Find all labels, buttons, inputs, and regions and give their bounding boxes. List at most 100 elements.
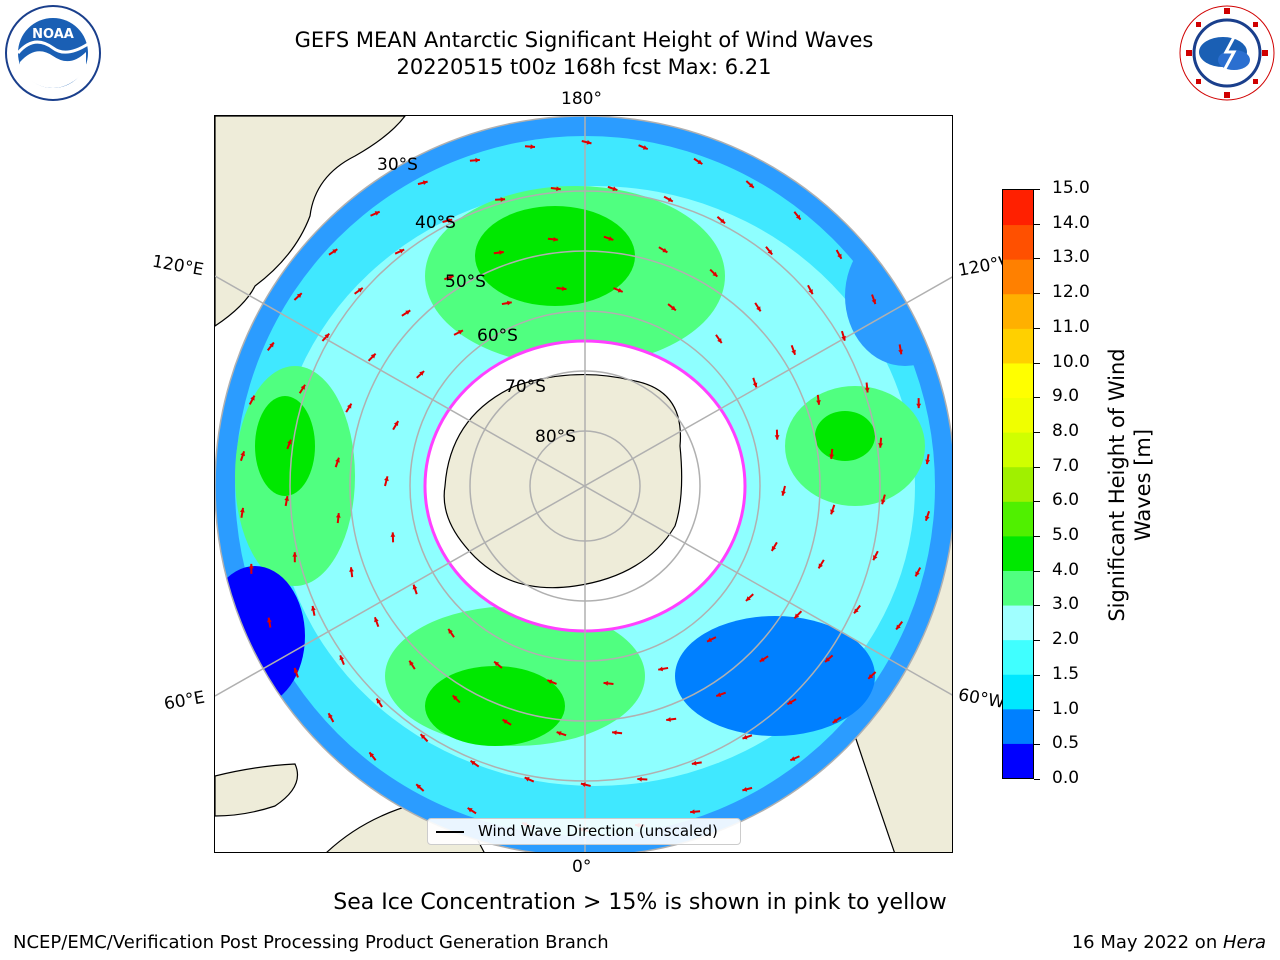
wave-arrow-head	[284, 496, 290, 501]
footer-org: NCEP/EMC/Verification Post Processing Pr…	[13, 932, 609, 953]
wave-arrow-head	[612, 730, 617, 736]
wave-arrow-head	[898, 349, 903, 355]
colorbar-tick-label: 1.0	[1052, 698, 1080, 719]
wave-arrow-head	[420, 734, 426, 740]
wave-arrow-head	[854, 608, 859, 614]
colorbar-tick-label: 13.0	[1052, 247, 1090, 268]
lat-label-50s: 50°S	[445, 272, 486, 292]
wave-arrow-head	[447, 218, 453, 223]
wave-arrow-head	[524, 777, 530, 782]
wave-arrow-head	[752, 382, 758, 388]
wave-arrow-head	[791, 349, 796, 355]
wave-arrow-head	[716, 692, 722, 697]
wave-arrow-head	[296, 293, 302, 298]
wave-arrow-head	[239, 507, 245, 513]
colorbar-tick-label: 5.0	[1052, 525, 1080, 546]
colorbar-tick-label: 11.0	[1052, 316, 1090, 337]
lon-label-60e: 60°E	[162, 687, 207, 715]
wave-arrow-head	[756, 306, 761, 312]
wave-arrow-head	[335, 513, 341, 518]
colorbar-tick-mark	[1034, 501, 1040, 503]
wave-arrow-head	[717, 338, 722, 344]
wave-arrow-head	[357, 287, 363, 293]
wave-arrow-head	[707, 637, 713, 642]
chart-subtitle: 20220515 t00z 168h fcst Max: 6.21	[396, 55, 772, 79]
colorbar-segment	[1003, 293, 1033, 329]
wave-arrow-head	[374, 617, 379, 623]
wave-arrow-head	[748, 183, 754, 188]
wave-arrow-head	[617, 287, 623, 293]
colorbar-tick-label: 1.5	[1052, 663, 1080, 684]
colorbar-tick-mark	[1034, 293, 1040, 295]
wave-arrow-head	[916, 403, 922, 409]
wave-arrow-head	[412, 584, 418, 590]
wave-arrow-head	[553, 236, 558, 242]
wave-arrow-head	[881, 499, 886, 505]
wave-arrow-head	[332, 249, 338, 254]
colorbar-tick-label: 4.0	[1052, 559, 1080, 580]
wave-arrow-head	[376, 698, 382, 704]
map-legend: Wind Wave Direction (unscaled)	[427, 818, 741, 845]
wave-arrow-head	[349, 567, 354, 572]
lon-label-180: 180°	[561, 89, 602, 109]
lon-label-0: 0°	[572, 857, 592, 877]
wave-arrow-head	[370, 353, 376, 359]
antarctica	[443, 373, 683, 589]
wave-arrow-head	[399, 249, 405, 254]
wave-arrow-head	[369, 752, 375, 758]
colorbar-tick-label: 9.0	[1052, 386, 1080, 407]
colorbar-tick-label: 7.0	[1052, 455, 1080, 476]
colorbar-tick-label: 14.0	[1052, 212, 1090, 233]
wave-arrow-head	[311, 605, 316, 611]
colorbar-segment	[1003, 466, 1033, 502]
wave-arrow-head	[818, 563, 823, 569]
wave-arrow-head	[267, 617, 272, 623]
wave-arrow-head	[790, 756, 796, 761]
wave-arrow-head	[287, 439, 292, 445]
wave-arrow-head	[841, 335, 846, 341]
colorbar-tick-label: 10.0	[1052, 351, 1090, 372]
wave-arrow-head	[712, 271, 718, 277]
wave-arrow-head	[697, 159, 703, 165]
colorbar	[1002, 189, 1034, 779]
colorbar-tick-mark	[1034, 570, 1040, 572]
map-panel: 30°S 40°S 50°S 60°S 70°S 80°S	[214, 115, 953, 853]
wave-arrow-head	[467, 807, 473, 813]
wave-arrow-head	[816, 400, 821, 405]
lon-label-120e: 120°E	[150, 251, 206, 281]
wave-arrow-head	[457, 330, 463, 335]
colorbar-tick-mark	[1034, 258, 1040, 260]
wave-arrow-head	[448, 628, 453, 634]
colorbar-tick-mark	[1034, 327, 1040, 329]
colorbar-tick-label: 8.0	[1052, 420, 1080, 441]
wave-arrow-head	[603, 680, 609, 686]
wave-arrow-head	[293, 667, 299, 673]
wave-arrow-head	[667, 197, 673, 202]
wave-arrow-head	[470, 760, 476, 766]
wave-arrow-head	[915, 571, 920, 577]
wave-arrow-head	[642, 145, 648, 150]
wave-arrow-head	[666, 717, 671, 722]
wave-arrow-head	[248, 563, 254, 569]
polar-map: 30°S 40°S 50°S 60°S 70°S 80°S	[215, 116, 952, 852]
colorbar-segment	[1003, 743, 1033, 778]
wave-arrow-head	[499, 250, 504, 255]
wave-arrow-head	[384, 476, 389, 482]
wave-arrow-head	[390, 532, 396, 537]
wind-wave-arrows	[239, 140, 931, 832]
wave-arrow-head	[608, 236, 614, 241]
wave-arrow-head	[794, 613, 800, 619]
wave-arrow-head	[871, 299, 877, 305]
wave-arrow-head	[547, 679, 553, 685]
colorbar-tick-mark	[1034, 640, 1040, 642]
wave-arrow-head	[530, 144, 535, 150]
wave-arrow-head	[825, 657, 830, 662]
colorbar-tick-mark	[1034, 709, 1040, 711]
colorbar-segment	[1003, 708, 1033, 744]
wave-arrow-head	[832, 718, 838, 723]
footer-host: Hera	[1222, 932, 1266, 953]
colorbar-segment	[1003, 605, 1033, 641]
noaa-logo-text: NOAA	[32, 27, 74, 42]
colorbar-tick-mark	[1034, 536, 1040, 538]
colorbar-segment	[1003, 362, 1033, 399]
